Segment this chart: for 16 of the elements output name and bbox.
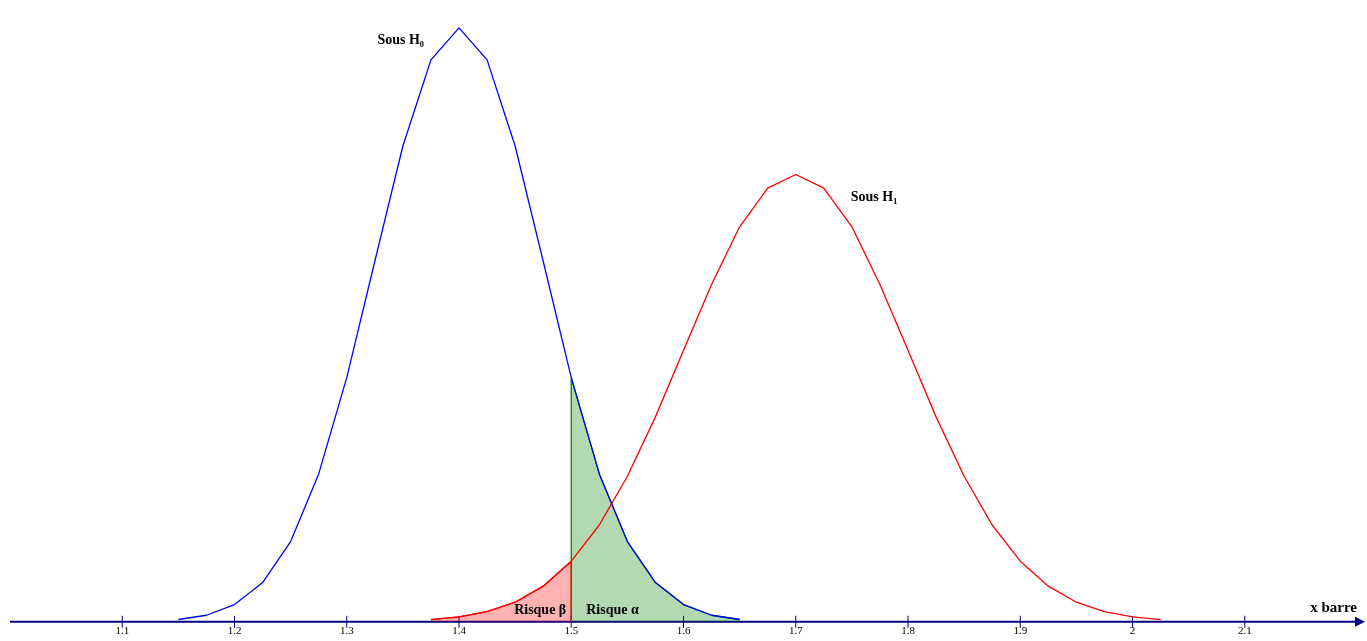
x-tick-label: 2 (1129, 624, 1136, 637)
annotation: Risque α (586, 602, 639, 618)
x-tick-label: 1.5 (564, 624, 579, 637)
x-tick-label: 1.9 (1013, 624, 1028, 637)
x-tick-label: 1.8 (901, 624, 916, 637)
x-tick-label: 1.2 (227, 624, 242, 637)
x-axis-title: x barre (1310, 599, 1358, 616)
x-tick-label: 1.4 (452, 624, 467, 637)
x-tick-label: 1.3 (339, 624, 355, 637)
annotation: Sous H₀ (377, 32, 424, 48)
annotation: Risque β (514, 602, 567, 618)
x-tick-label: 1.1 (115, 624, 130, 637)
x-tick-label: 2.1 (1237, 624, 1252, 637)
x-tick-label: 1.7 (788, 624, 804, 637)
annotation: Sous H₁ (850, 189, 898, 205)
x-tick-label: 1.6 (676, 624, 691, 637)
